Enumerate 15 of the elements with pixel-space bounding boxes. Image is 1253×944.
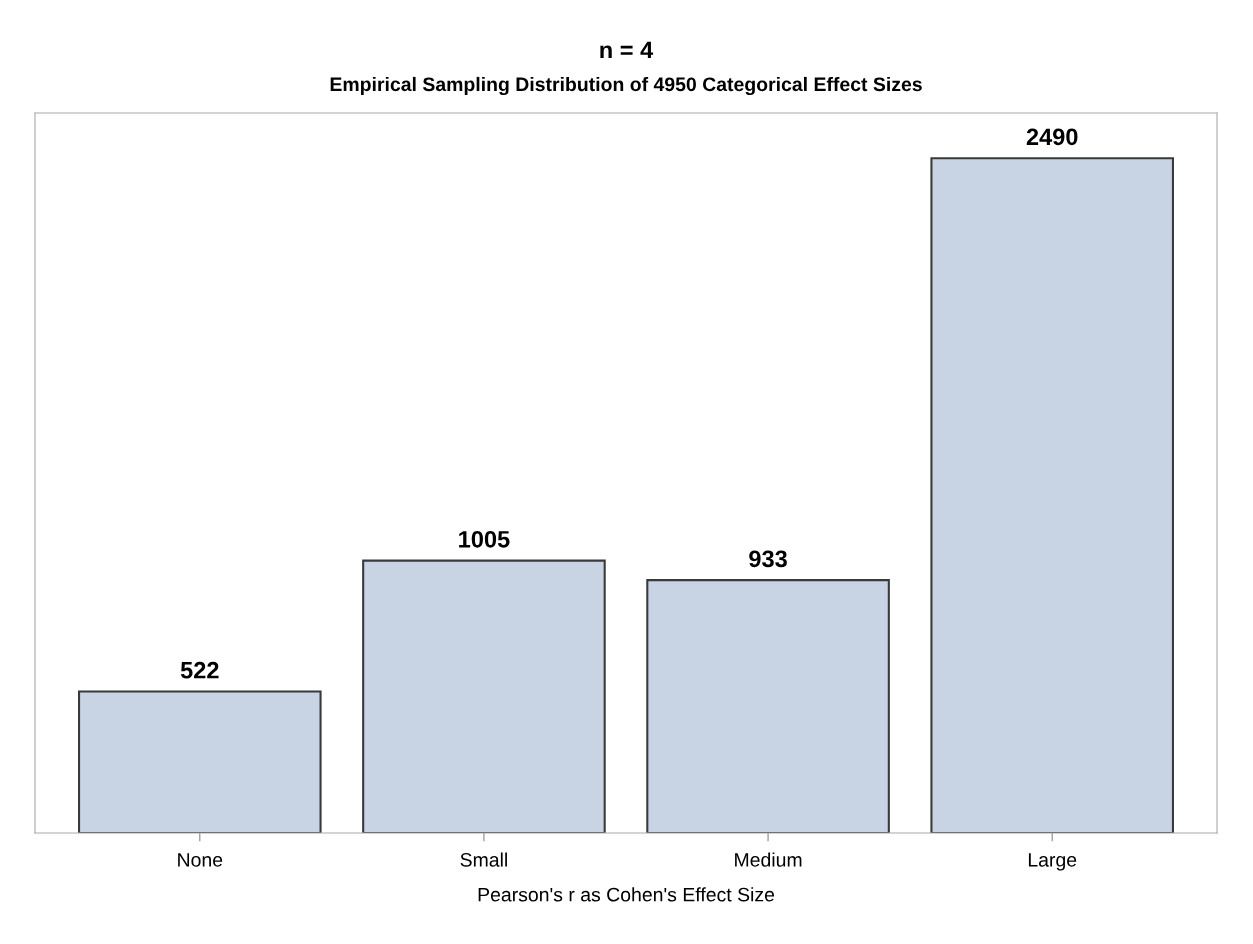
x-tick-label: None bbox=[178, 853, 223, 867]
chart-subtitle: Empirical Sampling Distribution of 4950 Categorical Effect Sizes bbox=[330, 76, 922, 96]
bar bbox=[362, 559, 606, 833]
data-label: 522 bbox=[180, 661, 219, 679]
x-axis-title: Pearson's r as Cohen's Effect Size bbox=[478, 887, 775, 902]
bar bbox=[646, 579, 890, 833]
data-label: 1005 bbox=[459, 530, 510, 548]
x-tick-label: Large bbox=[1028, 853, 1077, 871]
bar bbox=[78, 690, 322, 833]
chart-title: n = 4 bbox=[600, 41, 654, 59]
x-tick-label: Medium bbox=[735, 852, 802, 867]
data-label: 2490 bbox=[1026, 128, 1078, 146]
x-tick-label: Small bbox=[460, 852, 507, 867]
bar bbox=[930, 157, 1174, 833]
data-label: 933 bbox=[749, 550, 787, 568]
